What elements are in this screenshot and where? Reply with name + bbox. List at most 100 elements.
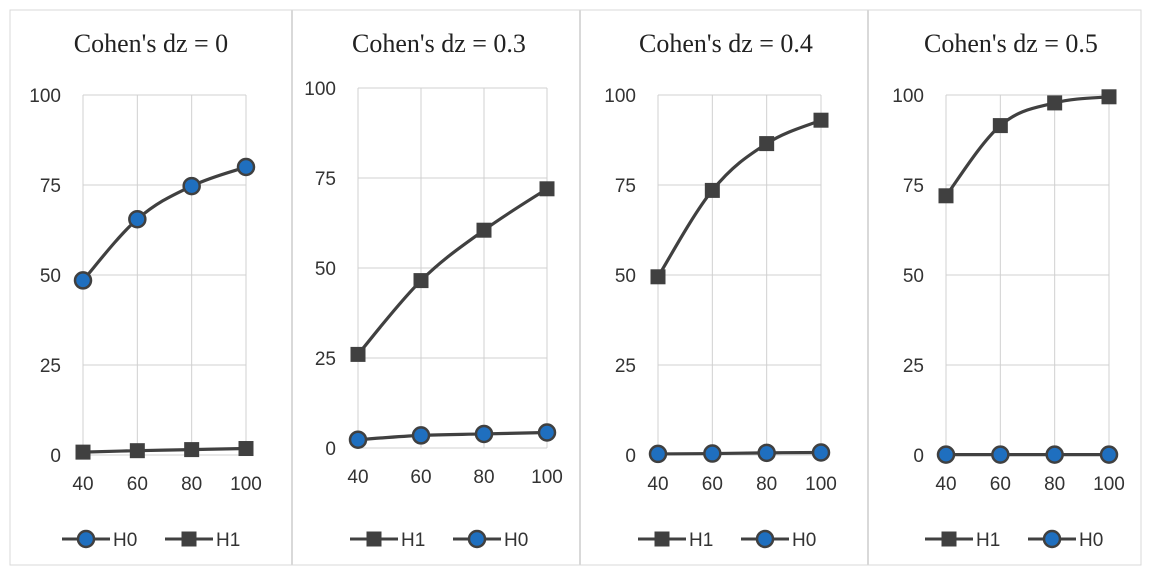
chart-panel-3: Cohen's dz = 0.4 0 25 50 75 100 40 60 80 100 H1 H0 — [604, 29, 837, 551]
series-line-H1 — [944, 95, 1111, 198]
data-point-H1 — [75, 444, 91, 460]
x-tick-label: 100 — [1093, 474, 1125, 495]
y-tick-label: 25 — [903, 356, 924, 377]
legend-item-H0: H0 — [741, 529, 816, 551]
legend-marker — [941, 531, 957, 547]
y-tick-label: 100 — [304, 79, 336, 100]
y-tick-label: 25 — [40, 356, 61, 377]
data-point-H0 — [1099, 445, 1119, 464]
figure-frame — [9, 9, 1142, 566]
y-tick-label: 50 — [315, 259, 336, 280]
chart-panel-4: Cohen's dz = 0.5 0 25 50 75 100 40 60 80 100 H1 H0 — [892, 29, 1125, 551]
x-tick-label: 80 — [181, 474, 202, 495]
data-point-H1 — [1047, 95, 1063, 111]
y-tick-label: 25 — [315, 349, 336, 370]
y-tick-label: 50 — [615, 266, 636, 287]
legend-item-H1: H1 — [638, 530, 713, 551]
legend-marker — [76, 529, 96, 549]
legend-label: H1 — [216, 530, 240, 551]
legend-marker — [181, 531, 197, 547]
legend-item-H0: H0 — [1028, 529, 1103, 551]
legend-label: H0 — [1079, 530, 1103, 551]
series-line-H0 — [656, 450, 823, 456]
x-tick-label: 40 — [347, 467, 368, 488]
data-point-H1 — [539, 181, 555, 197]
x-tick-label: 80 — [1044, 474, 1065, 495]
y-tick-label: 100 — [29, 86, 61, 107]
chart-panel-2: Cohen's dz = 0.3 0 25 50 75 100 40 60 80 100 H1 H0 — [304, 29, 563, 551]
x-tick-label: 80 — [756, 474, 777, 495]
data-point-H1 — [938, 188, 954, 204]
data-point-H1 — [184, 442, 200, 458]
data-point-H0 — [936, 445, 956, 464]
data-point-H1 — [1101, 89, 1117, 105]
data-point-H1 — [476, 222, 492, 238]
series-line-H1 — [356, 187, 549, 356]
data-point-H0 — [757, 443, 776, 463]
data-point-H0 — [811, 443, 831, 462]
data-point-H1 — [650, 269, 666, 285]
legend-label: H1 — [401, 530, 425, 551]
y-tick-label: 100 — [892, 86, 924, 107]
y-tick-label: 75 — [903, 176, 924, 197]
series-line-H1 — [81, 446, 248, 454]
data-point-H0 — [1045, 445, 1064, 464]
chart-title: Cohen's dz = 0.5 — [924, 29, 1098, 58]
legend-item-H1: H1 — [165, 530, 240, 551]
chart-title: Cohen's dz = 0 — [74, 29, 228, 58]
x-tick-label: 40 — [72, 474, 93, 495]
data-point-H0 — [991, 445, 1010, 464]
data-point-H0 — [703, 444, 722, 463]
data-point-H0 — [411, 426, 431, 445]
chart-title: Cohen's dz = 0.4 — [639, 29, 813, 58]
x-tick-label: 100 — [805, 474, 837, 495]
legend-label: H0 — [792, 530, 816, 551]
data-point-H1 — [350, 346, 366, 362]
y-tick-label: 50 — [40, 266, 61, 287]
data-point-H0 — [348, 430, 368, 449]
data-point-H0 — [182, 176, 201, 196]
chart-panel-1: Cohen's dz = 0 0 25 50 75 100 40 60 80 100 H0 H1 — [29, 29, 262, 551]
legend-marker — [1042, 529, 1062, 549]
y-tick-label: 0 — [625, 446, 636, 467]
x-tick-label: 60 — [990, 474, 1011, 495]
x-tick-label: 60 — [410, 467, 431, 488]
data-point-H0 — [128, 209, 147, 229]
y-tick-label: 75 — [615, 176, 636, 197]
x-tick-label: 80 — [473, 467, 494, 488]
series-line-H0 — [356, 430, 549, 442]
x-tick-label: 60 — [127, 474, 148, 495]
data-point-H1 — [992, 118, 1008, 134]
x-tick-label: 40 — [935, 474, 956, 495]
data-point-H0 — [648, 444, 668, 464]
y-tick-label: 0 — [913, 446, 924, 467]
x-tick-label: 40 — [647, 474, 668, 495]
data-point-H1 — [129, 443, 145, 459]
legend-marker — [366, 531, 382, 547]
series-line-H0 — [81, 165, 248, 282]
y-tick-label: 50 — [903, 266, 924, 287]
x-tick-label: 100 — [230, 474, 262, 495]
series-line-H1 — [656, 118, 823, 279]
data-point-H0 — [236, 157, 256, 177]
y-tick-label: 75 — [40, 176, 61, 197]
legend-item-H1: H1 — [350, 530, 425, 551]
data-point-H1 — [238, 441, 254, 457]
y-tick-label: 25 — [615, 356, 636, 377]
legend-label: H1 — [976, 530, 1000, 551]
legend-marker — [654, 531, 670, 547]
legend-label: H0 — [504, 530, 528, 551]
legend-label: H1 — [689, 530, 713, 551]
y-tick-label: 75 — [315, 169, 336, 190]
legend-item-H1: H1 — [925, 530, 1000, 551]
x-tick-label: 100 — [531, 467, 563, 488]
legend-label: H0 — [113, 530, 137, 551]
data-point-H0 — [474, 424, 494, 444]
legend-marker — [755, 529, 775, 549]
legend-item-H0: H0 — [62, 529, 137, 551]
y-tick-label: 100 — [604, 86, 636, 107]
data-point-H1 — [413, 273, 429, 289]
legend-marker — [467, 529, 487, 549]
legend-item-H0: H0 — [453, 529, 528, 551]
